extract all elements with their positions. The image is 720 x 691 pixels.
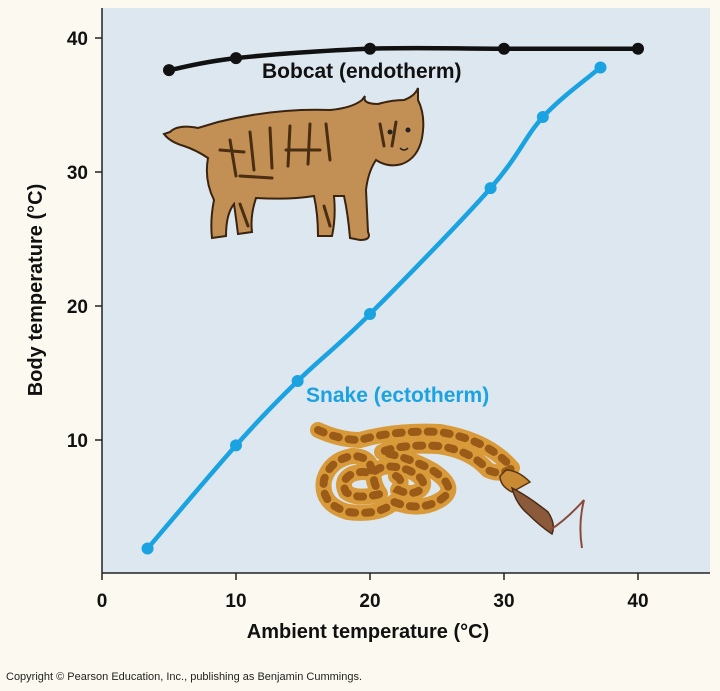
snake-data-point xyxy=(230,439,242,452)
x-tick-label: 20 xyxy=(359,591,380,612)
x-tick-label: 30 xyxy=(493,591,514,612)
snake-data-point xyxy=(484,182,497,195)
snake-series-label: Snake (ectotherm) xyxy=(306,384,489,407)
x-tick-label: 40 xyxy=(627,591,648,612)
snake-data-point xyxy=(536,111,549,124)
snake-data-point xyxy=(594,61,607,74)
bobcat-data-point xyxy=(163,64,175,77)
x-tick-labels: 0 10 20 30 40 xyxy=(97,573,649,612)
copyright-notice: Copyright © Pearson Education, Inc., pub… xyxy=(6,671,363,683)
x-tick-label: 0 xyxy=(97,591,108,612)
y-tick-labels: 10 20 30 40 xyxy=(67,29,102,452)
bobcat-data-point xyxy=(632,42,644,55)
y-axis-title: Body temperature (°C) xyxy=(25,184,47,396)
x-axis-title: Ambient temperature (°C) xyxy=(247,621,489,643)
snake-data-point xyxy=(364,308,376,321)
snake-data-point xyxy=(141,542,154,555)
bobcat-series-label: Bobcat (endotherm) xyxy=(262,60,462,83)
y-tick-label: 20 xyxy=(67,297,88,318)
bobcat-data-point xyxy=(230,52,242,65)
bobcat-illustration xyxy=(162,87,425,242)
y-tick-label: 10 xyxy=(67,431,88,452)
series-points xyxy=(141,42,644,555)
snake-illustration xyxy=(310,422,585,549)
bobcat-data-point xyxy=(498,42,510,55)
x-tick-label: 10 xyxy=(225,591,246,612)
y-tick-label: 40 xyxy=(67,29,88,50)
snake-data-point xyxy=(291,375,304,388)
y-tick-label: 30 xyxy=(67,163,88,184)
bobcat-data-point xyxy=(364,42,376,55)
